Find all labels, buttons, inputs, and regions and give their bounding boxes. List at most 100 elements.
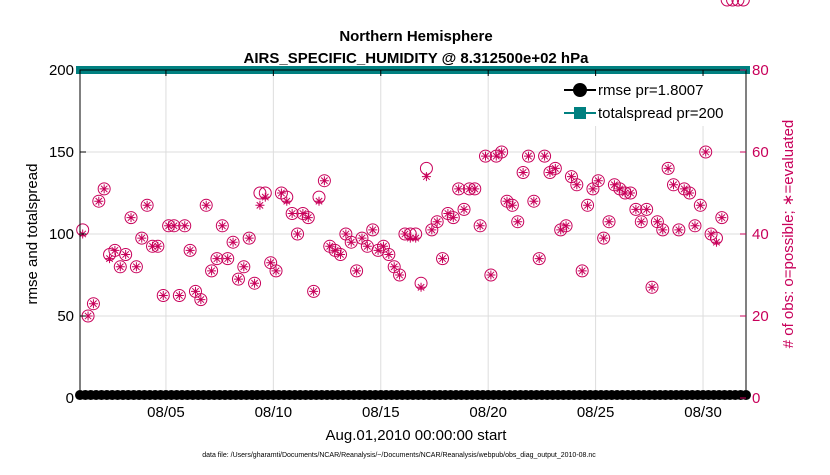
y-tick-label-left: 200 — [49, 62, 74, 79]
obs-evaluated-point — [400, 229, 410, 239]
obs-evaluated-point — [615, 184, 625, 194]
x-tick-label: 08/25 — [577, 404, 615, 421]
obs-possible-point — [242, 231, 256, 245]
obs-evaluated-point — [99, 184, 109, 194]
obs-evaluated-point — [507, 200, 517, 210]
obs-possible-point — [210, 252, 224, 266]
obs-possible-point — [226, 235, 240, 249]
obs-evaluated-point — [523, 151, 533, 161]
obs-evaluated-point — [293, 229, 303, 239]
obs-evaluated-point — [497, 147, 507, 157]
obs-evaluated-point — [239, 262, 249, 272]
obs-evaluated-point — [217, 221, 227, 231]
obs-evaluated-point — [309, 286, 319, 296]
obs-evaluated-point — [652, 217, 662, 227]
y-tick-label-right: 60 — [752, 144, 769, 161]
obs-evaluated-point — [577, 266, 587, 276]
obs-possible-point — [436, 252, 450, 266]
y-tick-label-left: 100 — [49, 226, 74, 243]
obs-evaluated-point — [550, 163, 560, 173]
obs-evaluated-point — [674, 225, 684, 235]
obs-possible-point — [135, 231, 149, 245]
obs-evaluated-point — [583, 200, 593, 210]
obs-possible-point — [581, 198, 595, 212]
obs-evaluated-point — [620, 188, 630, 198]
obs-possible-point — [215, 219, 229, 233]
obs-evaluated-point — [255, 200, 265, 210]
obs-evaluated-point — [416, 282, 426, 292]
obs-evaluated-point — [121, 250, 131, 259]
obs-possible-point — [124, 211, 138, 225]
obs-possible-point — [92, 194, 106, 208]
obs-evaluated-point — [470, 184, 480, 194]
obs-possible-point — [538, 149, 552, 163]
obs-evaluated-point — [438, 254, 448, 264]
obs-evaluated-point — [395, 270, 405, 280]
obs-possible-point — [495, 145, 509, 159]
obs-evaluated-point — [540, 151, 550, 161]
obs-evaluated-point — [609, 180, 619, 190]
obs-evaluated-point — [314, 196, 324, 206]
obs-possible-point — [715, 211, 729, 225]
obs-evaluated-point — [663, 163, 673, 173]
obs-possible-point — [129, 260, 143, 274]
obs-evaluated-point — [427, 225, 437, 235]
obs-possible-point — [307, 284, 321, 298]
obs-possible-point — [473, 219, 487, 233]
obs-evaluated-point — [105, 254, 115, 264]
obs-evaluated-point — [443, 209, 453, 218]
obs-evaluated-point — [593, 176, 603, 186]
obs-possible-point — [726, 0, 740, 7]
obs-possible-point — [505, 198, 519, 212]
obs-evaluated-point — [94, 196, 104, 206]
obs-possible-point — [333, 248, 347, 261]
obs-evaluated-point — [685, 188, 695, 198]
obs-evaluated-point — [137, 233, 147, 243]
obs-evaluated-point — [276, 188, 286, 198]
obs-evaluated-point — [190, 286, 200, 296]
obs-evaluated-point — [448, 213, 458, 223]
obs-evaluated-point — [556, 225, 566, 235]
obs-evaluated-point — [357, 233, 367, 243]
obs-possible-point — [661, 161, 675, 175]
y-axis-label-left: rmse and totalspread — [24, 164, 41, 305]
obs-evaluated-point — [153, 241, 163, 251]
obs-evaluated-point — [529, 196, 539, 206]
obs-possible-point — [253, 186, 267, 200]
obs-possible-point — [366, 223, 380, 237]
x-tick-label: 08/05 — [147, 404, 185, 421]
obs-possible-point — [693, 198, 707, 212]
obs-possible-point — [86, 297, 100, 311]
obs-evaluated-point — [717, 213, 727, 223]
obs-possible-point — [634, 215, 648, 229]
obs-possible-point — [629, 202, 643, 216]
obs-possible-point — [688, 219, 702, 233]
obs-possible-point — [645, 280, 659, 294]
obs-evaluated-point — [668, 180, 678, 190]
obs-possible-point — [151, 239, 165, 253]
legend-totalspread-marker — [574, 107, 586, 119]
obs-evaluated-point — [389, 262, 399, 272]
obs-evaluated-point — [561, 221, 571, 231]
obs-evaluated-point — [250, 278, 260, 288]
obs-possible-point — [640, 202, 654, 216]
obs-possible-point — [172, 289, 186, 302]
obs-possible-point — [237, 260, 251, 274]
obs-possible-point — [393, 268, 407, 282]
obs-evaluated-point — [647, 282, 657, 292]
chart-title: Northern Hemisphere — [339, 28, 492, 45]
obs-evaluated-point — [335, 250, 345, 259]
y-tick-label-right: 20 — [752, 308, 769, 325]
obs-evaluated-point — [110, 245, 120, 255]
obs-possible-point — [602, 215, 616, 229]
obs-evaluated-point — [83, 311, 93, 321]
chart-subtitle: AIRS_SPECIFIC_HUMIDITY @ 8.312500e+02 hP… — [244, 50, 590, 67]
obs-possible-point — [597, 231, 611, 245]
obs-possible-point — [736, 0, 750, 7]
obs-evaluated-point — [260, 192, 270, 202]
obs-possible-point — [194, 293, 208, 307]
legend-rmse-marker — [573, 83, 587, 97]
y-tick-label-right: 80 — [752, 62, 769, 79]
